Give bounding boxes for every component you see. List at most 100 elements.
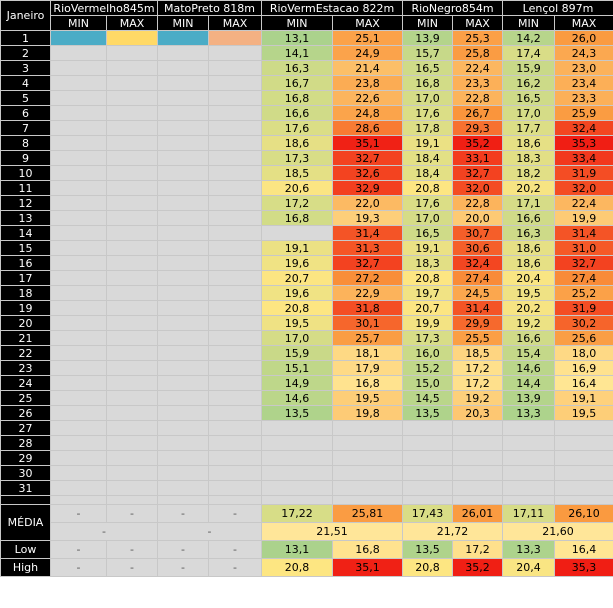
empty-cell[interactable] xyxy=(157,465,209,481)
empty-cell[interactable] xyxy=(50,195,107,211)
min-cell[interactable]: 16,2 xyxy=(502,75,556,91)
average-cell[interactable]: 21,72 xyxy=(402,522,504,541)
min-cell[interactable]: 14,2 xyxy=(502,30,556,46)
min-cell[interactable]: 17,6 xyxy=(261,120,334,136)
max-cell[interactable]: 35,2 xyxy=(452,135,504,151)
min-cell[interactable]: 16,5 xyxy=(502,90,556,106)
max-cell[interactable]: 35,3 xyxy=(554,135,613,151)
max-cell[interactable]: 32,9 xyxy=(332,180,404,196)
max-cell[interactable]: 22,6 xyxy=(332,90,404,106)
max-cell[interactable]: 31,8 xyxy=(332,300,404,316)
empty-cell[interactable] xyxy=(106,345,158,361)
min-cell[interactable]: 13,9 xyxy=(502,390,556,406)
empty-cell[interactable] xyxy=(207,135,263,151)
empty-cell[interactable] xyxy=(106,135,158,151)
max-cell[interactable]: 22,8 xyxy=(452,90,504,106)
empty-cell[interactable] xyxy=(157,120,209,136)
empty-cell[interactable] xyxy=(157,345,209,361)
min-cell[interactable]: 20,8 xyxy=(402,270,454,286)
empty-cell[interactable] xyxy=(157,390,209,406)
max-cell[interactable] xyxy=(452,465,504,481)
max-cell[interactable]: 24,3 xyxy=(554,45,613,61)
min-cell[interactable]: 17,1 xyxy=(502,195,556,211)
empty-cell[interactable] xyxy=(157,450,209,466)
empty-cell[interactable] xyxy=(157,240,209,256)
high-cell[interactable]: 35,1 xyxy=(332,558,404,577)
min-cell[interactable]: 18,6 xyxy=(502,255,556,271)
min-cell[interactable]: 17,3 xyxy=(402,330,454,346)
min-cell[interactable]: 17,6 xyxy=(402,195,454,211)
empty-cell[interactable] xyxy=(50,390,107,406)
max-cell[interactable]: 19,9 xyxy=(554,210,613,226)
min-cell[interactable] xyxy=(502,480,556,496)
min-cell[interactable]: 15,9 xyxy=(502,60,556,76)
min-cell[interactable]: 20,6 xyxy=(261,180,334,196)
min-cell[interactable]: 19,5 xyxy=(502,285,556,301)
min-cell[interactable] xyxy=(402,465,454,481)
media-cell[interactable]: 26,01 xyxy=(452,504,504,523)
min-cell[interactable]: 20,4 xyxy=(502,270,556,286)
max-cell[interactable]: 17,9 xyxy=(332,360,404,376)
empty-cell[interactable] xyxy=(106,315,158,331)
min-cell[interactable]: 16,6 xyxy=(502,330,556,346)
empty-cell[interactable] xyxy=(157,330,209,346)
min-cell[interactable] xyxy=(502,435,556,451)
low-cell[interactable]: 16,4 xyxy=(554,540,613,559)
max-cell[interactable]: 29,3 xyxy=(452,120,504,136)
empty-cell[interactable] xyxy=(50,375,107,391)
min-cell[interactable] xyxy=(402,450,454,466)
empty-cell[interactable] xyxy=(106,480,158,496)
empty-cell[interactable] xyxy=(50,150,107,166)
min-cell[interactable]: 19,1 xyxy=(261,240,334,256)
empty-cell[interactable] xyxy=(106,360,158,376)
empty-cell[interactable] xyxy=(157,180,209,196)
min-cell[interactable]: 14,4 xyxy=(502,375,556,391)
max-cell[interactable]: 31,4 xyxy=(554,225,613,241)
min-cell[interactable]: 18,4 xyxy=(402,150,454,166)
max-cell[interactable]: 22,9 xyxy=(332,285,404,301)
max-cell[interactable]: 27,4 xyxy=(554,270,613,286)
empty-cell[interactable] xyxy=(207,315,263,331)
empty-cell[interactable] xyxy=(157,375,209,391)
low-cell[interactable]: 17,2 xyxy=(452,540,504,559)
empty-cell[interactable] xyxy=(50,225,107,241)
max-cell[interactable]: 24,5 xyxy=(452,285,504,301)
empty-cell[interactable] xyxy=(157,420,209,436)
min-cell[interactable]: 18,6 xyxy=(261,135,334,151)
max-cell[interactable]: 25,1 xyxy=(332,30,404,46)
empty-cell[interactable] xyxy=(50,210,107,226)
min-cell[interactable]: 18,3 xyxy=(502,150,556,166)
empty-cell[interactable] xyxy=(157,255,209,271)
max-cell[interactable]: 19,5 xyxy=(332,390,404,406)
empty-cell[interactable] xyxy=(157,135,209,151)
min-cell[interactable]: 15,9 xyxy=(261,345,334,361)
empty-cell[interactable] xyxy=(106,270,158,286)
empty-cell[interactable] xyxy=(157,60,209,76)
min-cell[interactable]: 15,1 xyxy=(261,360,334,376)
max-cell[interactable] xyxy=(332,450,404,466)
empty-cell[interactable] xyxy=(106,255,158,271)
empty-cell[interactable] xyxy=(106,420,158,436)
empty-cell[interactable] xyxy=(50,465,107,481)
empty-cell[interactable] xyxy=(157,45,209,61)
empty-cell[interactable] xyxy=(157,405,209,421)
empty-cell[interactable] xyxy=(106,375,158,391)
empty-cell[interactable] xyxy=(157,315,209,331)
empty-cell[interactable] xyxy=(106,210,158,226)
min-cell[interactable]: 18,6 xyxy=(502,240,556,256)
min-cell[interactable]: 16,8 xyxy=(261,210,334,226)
max-cell[interactable]: 23,3 xyxy=(554,90,613,106)
empty-cell[interactable] xyxy=(50,315,107,331)
min-cell[interactable]: 15,7 xyxy=(402,45,454,61)
min-cell[interactable]: 19,5 xyxy=(261,315,334,331)
max-cell[interactable]: 21,4 xyxy=(332,60,404,76)
max-cell[interactable]: 22,4 xyxy=(554,195,613,211)
empty-cell[interactable] xyxy=(106,120,158,136)
max-cell[interactable]: 31,4 xyxy=(452,300,504,316)
max-cell[interactable] xyxy=(554,435,613,451)
high-cell[interactable]: 35,3 xyxy=(554,558,613,577)
empty-cell[interactable] xyxy=(106,165,158,181)
max-cell[interactable]: 33,4 xyxy=(554,150,613,166)
empty-cell[interactable] xyxy=(157,480,209,496)
max-cell[interactable]: 33,1 xyxy=(452,150,504,166)
